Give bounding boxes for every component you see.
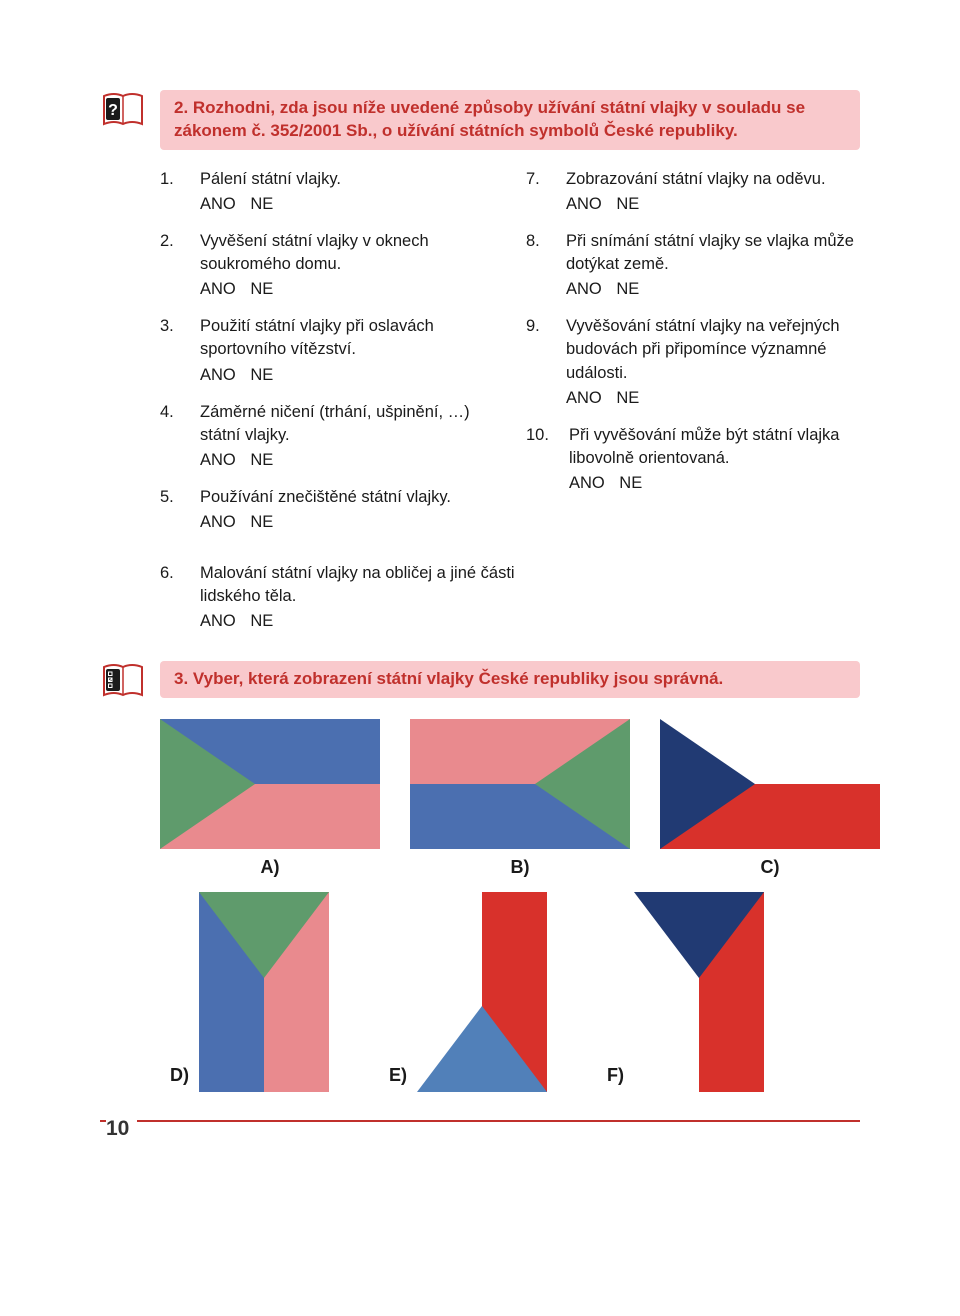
question-number: 10.: [526, 424, 549, 495]
question-item: 3. Použití státní vlajky při oslavách spo…: [160, 315, 494, 386]
question-text: Záměrné ničení (trhání, ušpinění, …) stá…: [200, 401, 494, 447]
yes-no-choice[interactable]: ANO NE: [200, 278, 494, 301]
yes-no-choice[interactable]: ANO NE: [200, 511, 494, 534]
question-text: Zobrazování státní vlajky na oděvu.: [566, 168, 860, 191]
flag-b-svg: [410, 719, 630, 849]
question-number: 3.: [160, 315, 180, 386]
question-text: Vyvěšení státní vlajky v oknech soukromé…: [200, 230, 494, 276]
question-item: 1. Pálení státní vlajky.ANO NE: [160, 168, 494, 216]
question-text: Používání znečištěné státní vlajky.: [200, 486, 494, 509]
question-text: Malování státní vlajky na obličej a jiné…: [200, 562, 520, 608]
question-text: Vyvěšování státní vlajky na veřejných bu…: [566, 315, 860, 384]
question-number: 8.: [526, 230, 546, 301]
task2-questions: 1.Pálení státní vlajky.ANO NE2.Vyvěšení …: [160, 168, 860, 548]
question-number: 9.: [526, 315, 546, 409]
question-text: Použití státní vlajky při oslavách sport…: [200, 315, 494, 361]
flag-f-svg: [634, 892, 764, 1092]
flag-label: F): [607, 1065, 624, 1086]
question-number: 2.: [160, 230, 180, 301]
flag-option-f[interactable]: F): [607, 892, 764, 1092]
flag-option-b[interactable]: B): [410, 719, 630, 878]
question-number: 6.: [160, 562, 180, 633]
task3-title: 3. Vyber, která zobrazení státní vlajky …: [160, 661, 860, 698]
flag-option-c[interactable]: C): [660, 719, 880, 878]
flag-option-d[interactable]: D): [170, 892, 329, 1092]
flag-option-a[interactable]: A): [160, 719, 380, 878]
flag-e-svg: [417, 892, 547, 1092]
flag-label: C): [761, 857, 780, 878]
yes-no-choice[interactable]: ANO NE: [200, 364, 494, 387]
yes-no-choice[interactable]: ANO NE: [569, 472, 860, 495]
question-book-icon: ?: [100, 90, 146, 130]
flag-label: B): [511, 857, 530, 878]
question-item: 2. Vyvěšení státní vlajky v oknech soukro…: [160, 230, 494, 301]
question-item: 4. Záměrné ničení (trhání, ušpinění, …) s…: [160, 401, 494, 472]
flag-c-svg: [660, 719, 880, 849]
checklist-book-icon: [100, 661, 146, 701]
question-item: 7. Zobrazování státní vlajky na oděvu.ANO…: [526, 168, 860, 216]
flag-label: D): [170, 1065, 189, 1086]
question-number: 1.: [160, 168, 180, 216]
task2-title: 2. Rozhodni, zda jsou níže uvedené způso…: [160, 90, 860, 150]
task2-row: ? 2. Rozhodni, zda jsou níže uvedené způ…: [100, 90, 860, 150]
yes-no-choice[interactable]: ANO NE: [200, 193, 494, 216]
yes-no-choice[interactable]: ANO NE: [566, 387, 860, 410]
flag-label: A): [261, 857, 280, 878]
flag-option-e[interactable]: E): [389, 892, 547, 1092]
question-text: Při vyvěšování může být státní vlajka li…: [569, 424, 860, 470]
question-item: 5. Používání znečištěné státní vlajky.ANO…: [160, 486, 494, 534]
flag-d-svg: [199, 892, 329, 1092]
page-number: 10: [106, 1117, 137, 1141]
question-number: 7.: [526, 168, 546, 216]
task3-row: 3. Vyber, která zobrazení státní vlajky …: [100, 661, 860, 701]
question-number: 4.: [160, 401, 180, 472]
question-item: 9. Vyvěšování státní vlajky na veřejných …: [526, 315, 860, 409]
yes-no-choice[interactable]: ANO NE: [566, 278, 860, 301]
question-number: 5.: [160, 486, 180, 534]
flag-label: E): [389, 1065, 407, 1086]
yes-no-choice[interactable]: ANO NE: [566, 193, 860, 216]
question-item: 10. Při vyvěšování může být státní vlajka…: [526, 424, 860, 495]
flag-a-svg: [160, 719, 380, 849]
yes-no-choice[interactable]: ANO NE: [200, 449, 494, 472]
question-text: Pálení státní vlajky.: [200, 168, 494, 191]
yes-no-choice[interactable]: ANO NE: [200, 610, 520, 633]
question-item: 8. Při snímání státní vlajky se vlajka mů…: [526, 230, 860, 301]
svg-text:?: ?: [108, 102, 118, 119]
task2-question-6: 6. Malování státní vlajky na obličej a j…: [160, 562, 860, 633]
question-text: Při snímání státní vlajky se vlajka může…: [566, 230, 860, 276]
page-footer: 10: [100, 1120, 860, 1141]
